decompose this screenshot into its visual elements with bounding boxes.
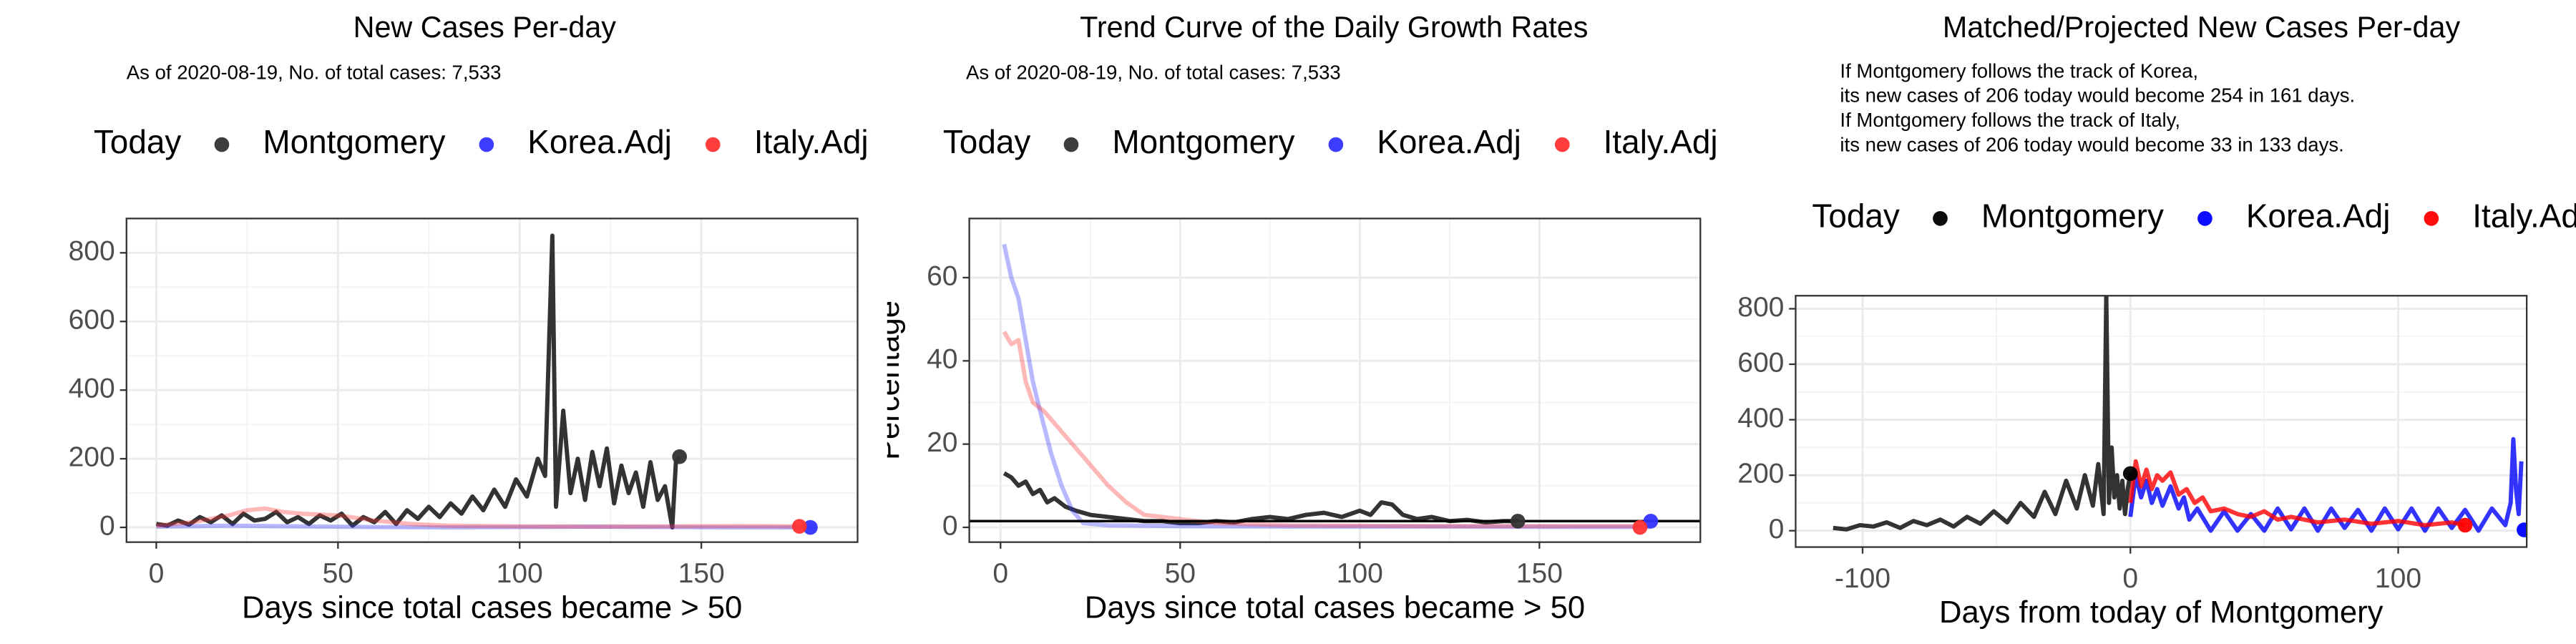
x-axis-label: Days since total cases became > 50	[242, 590, 742, 625]
today-point	[1632, 519, 1648, 535]
series-line	[1002, 243, 1651, 530]
legend-swatch	[1063, 137, 1079, 152]
legend-label: Italy.Adj	[1604, 123, 1718, 160]
x-tick-label: 100	[497, 558, 543, 589]
x-tick-label: 50	[323, 558, 353, 589]
x-tick-label: 100	[1337, 558, 1383, 589]
chart-panel: Trend Curve of the Daily Growth Rates As …	[872, 11, 1718, 625]
panel-border	[1795, 295, 2528, 548]
today-point	[2457, 517, 2473, 533]
y-tick-label: 200	[69, 441, 115, 472]
y-tick-label: 400	[69, 373, 115, 404]
series-line	[156, 506, 804, 530]
legend-label: Korea.Adj	[527, 123, 672, 160]
x-tick-label: 50	[1165, 558, 1196, 589]
x-tick-label: -100	[1835, 563, 1890, 594]
y-tick-label: 200	[1737, 458, 1784, 489]
subtitle: As of 2020-08-19, No. of total cases: 7,…	[127, 62, 502, 84]
plot-area	[155, 233, 818, 535]
legend-label: Korea.Adj	[1377, 123, 1521, 160]
today-point	[791, 519, 807, 534]
legend-title: Today	[943, 123, 1031, 160]
y-tick-label: 800	[1737, 292, 1784, 323]
legend-swatch	[1328, 137, 1344, 152]
y-tick-label: 600	[69, 305, 115, 336]
annotation: its new cases of 206 today would become …	[1840, 134, 2343, 156]
y-axis-label: Percentage	[872, 301, 906, 460]
y-tick-label: 40	[927, 344, 957, 375]
y-tick-label: 20	[927, 427, 957, 458]
series-line	[1002, 331, 1640, 529]
chart-title: New Cases Per-day	[353, 11, 617, 44]
y-tick-label: 800	[69, 236, 115, 267]
legend-label: Korea.Adj	[2246, 197, 2391, 234]
annotation: If Montgomery follows the track of Korea…	[1840, 59, 2198, 82]
today-point	[672, 449, 687, 464]
plot-background	[969, 218, 1701, 542]
legend-label: Italy.Adj	[2472, 197, 2576, 234]
annotation: If Montgomery follows the track of Italy…	[1840, 109, 2180, 131]
series-line	[1833, 296, 2133, 532]
legend-swatch	[214, 137, 230, 152]
today-point	[1510, 513, 1526, 529]
chart-title: Matched/Projected New Cases Per-day	[1943, 11, 2461, 44]
x-tick-label: 150	[1516, 558, 1563, 589]
plot-area	[1833, 296, 2527, 537]
plot-area	[969, 243, 1701, 535]
series-line	[155, 233, 682, 530]
x-axis-label: Days since total cases became > 50	[1085, 590, 1585, 625]
today-point	[803, 519, 818, 535]
legend-label: Montgomery	[263, 123, 445, 160]
legend-swatch	[2424, 211, 2439, 226]
legend-swatch	[1554, 137, 1570, 152]
x-axis-label: Days from today of Montgomery	[1939, 595, 2384, 630]
legend-label: Montgomery	[1112, 123, 1294, 160]
x-tick-label: 150	[678, 558, 725, 589]
y-tick-label: 0	[99, 510, 115, 541]
legend-swatch	[1933, 211, 1948, 226]
x-tick-label: 0	[149, 558, 165, 589]
y-tick-label: 400	[1737, 403, 1784, 434]
legend-swatch	[2197, 211, 2212, 226]
subtitle: As of 2020-08-19, No. of total cases: 7,…	[966, 62, 1341, 84]
legend-swatch	[705, 137, 721, 152]
x-tick-label: 0	[2122, 563, 2138, 594]
annotation: its new cases of 206 today would become …	[1840, 84, 2355, 107]
series-line	[156, 523, 814, 530]
legend-label: Italy.Adj	[754, 123, 869, 160]
legend-title: Today	[94, 123, 182, 160]
today-point	[1643, 513, 1659, 529]
y-tick-label: 60	[927, 260, 957, 291]
y-tick-label: 0	[1769, 514, 1785, 545]
plot-background	[1795, 296, 2527, 547]
legend-label: Montgomery	[1981, 197, 2164, 234]
chart-panel: Matched/Projected New Cases Per-day If Mo…	[1737, 11, 2576, 630]
x-tick-label: 100	[2375, 563, 2421, 594]
legend-title: Today	[1812, 197, 1900, 234]
chart-panel: New Cases Per-day As of 2020-08-19, No. o…	[69, 11, 869, 625]
chart-title: Trend Curve of the Daily Growth Rates	[1080, 11, 1588, 44]
y-tick-label: 0	[942, 510, 958, 541]
panel-border	[968, 218, 1702, 543]
legend-swatch	[479, 137, 494, 152]
series-line	[2128, 459, 2466, 527]
today-point	[2122, 466, 2138, 482]
x-tick-label: 0	[992, 558, 1008, 589]
panel-border	[125, 218, 859, 543]
plot-background	[126, 218, 858, 542]
y-tick-label: 600	[1737, 347, 1784, 378]
today-point	[2517, 522, 2527, 537]
series-line	[1002, 471, 1518, 526]
